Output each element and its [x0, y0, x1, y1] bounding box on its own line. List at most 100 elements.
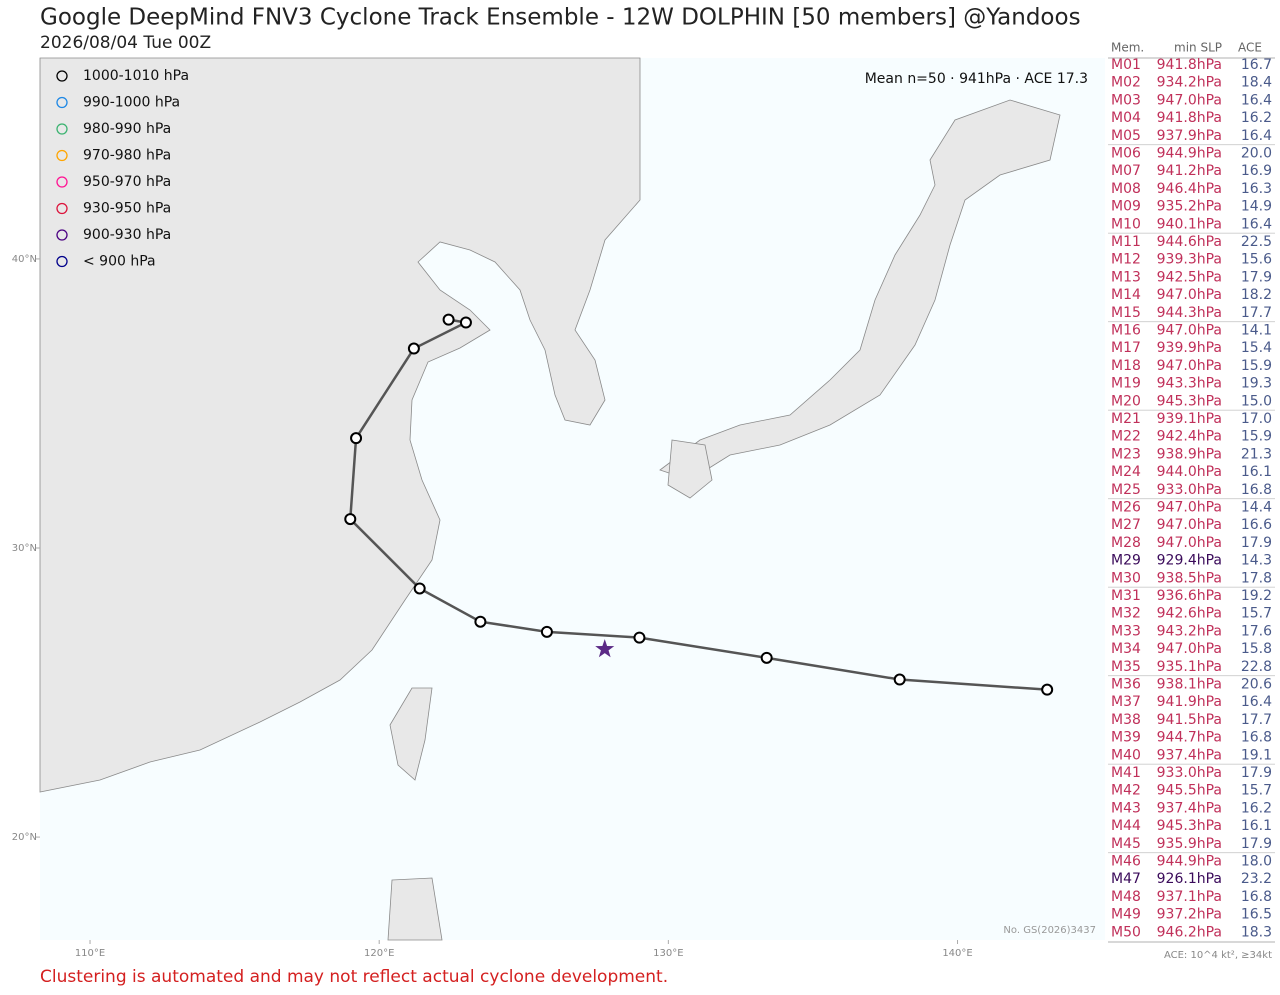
- legend-label: < 900 hPa: [83, 254, 156, 270]
- member-name: M11: [1111, 234, 1141, 250]
- map-note: No. GS(2026)3437: [1003, 925, 1096, 936]
- legend-label: 970-980 hPa: [83, 148, 171, 164]
- member-ace: 14.1: [1241, 323, 1272, 339]
- member-min-slp: 944.3hPa: [1157, 305, 1222, 321]
- member-ace: 16.5: [1241, 907, 1272, 923]
- member-ace: 16.8: [1241, 889, 1272, 905]
- member-ace: 17.9: [1241, 836, 1272, 852]
- member-min-slp: 937.4hPa: [1157, 800, 1222, 816]
- member-ace: 17.0: [1241, 411, 1272, 427]
- member-ace: 20.0: [1241, 146, 1272, 162]
- mean-point: [474, 615, 487, 628]
- member-min-slp: 938.1hPa: [1157, 677, 1222, 693]
- legend-label: 1000-1010 hPa: [83, 68, 189, 84]
- member-ace: 17.9: [1241, 765, 1272, 781]
- member-ace: 16.4: [1241, 694, 1272, 710]
- table-header: min SLP: [1174, 41, 1222, 55]
- legend-marker: [56, 202, 68, 215]
- member-min-slp: 947.0hPa: [1157, 641, 1222, 657]
- mean-point: [540, 625, 553, 638]
- member-min-slp: 938.9hPa: [1157, 446, 1222, 462]
- member-ace: 14.4: [1241, 500, 1272, 516]
- member-name: M12: [1111, 252, 1141, 268]
- member-ace: 15.8: [1241, 641, 1272, 657]
- member-name: M28: [1111, 535, 1141, 551]
- member-name: M50: [1111, 924, 1141, 940]
- mean-point: [1041, 683, 1054, 696]
- member-name: M02: [1111, 75, 1141, 91]
- member-min-slp: 941.8hPa: [1157, 110, 1222, 126]
- member-min-slp: 938.5hPa: [1157, 570, 1222, 586]
- member-min-slp: 937.4hPa: [1157, 747, 1222, 763]
- member-ace: 17.9: [1241, 269, 1272, 285]
- legend-marker: [56, 149, 68, 162]
- member-ace: 18.4: [1241, 75, 1272, 91]
- member-ace: 16.4: [1241, 216, 1272, 232]
- member-ace: 19.3: [1241, 376, 1272, 392]
- member-ace: 16.2: [1241, 110, 1272, 126]
- member-ace: 17.7: [1241, 712, 1272, 728]
- member-name: M44: [1111, 818, 1141, 834]
- member-min-slp: 941.5hPa: [1157, 712, 1222, 728]
- member-name: M27: [1111, 517, 1141, 533]
- member-min-slp: 946.4hPa: [1157, 181, 1222, 197]
- member-name: M42: [1111, 783, 1141, 799]
- mean-point: [413, 582, 426, 595]
- member-min-slp: 933.0hPa: [1157, 482, 1222, 498]
- member-ace: 18.2: [1241, 287, 1272, 303]
- member-ace: 16.8: [1241, 482, 1272, 498]
- member-ace: 16.6: [1241, 517, 1272, 533]
- mean-point: [633, 631, 646, 644]
- member-ace: 16.9: [1241, 163, 1272, 179]
- member-name: M23: [1111, 446, 1141, 462]
- member-min-slp: 939.1hPa: [1157, 411, 1222, 427]
- mean-track: [348, 318, 1048, 691]
- member-ace: 21.3: [1241, 446, 1272, 462]
- member-min-slp: 943.3hPa: [1157, 376, 1222, 392]
- member-ace: 14.3: [1241, 553, 1272, 569]
- member-name: M36: [1111, 677, 1141, 693]
- mean-point: [344, 513, 357, 526]
- member-min-slp: 946.2hPa: [1157, 924, 1222, 940]
- member-ace: 17.8: [1241, 570, 1272, 586]
- member-min-slp: 944.9hPa: [1157, 146, 1222, 162]
- member-ace: 15.6: [1241, 252, 1272, 268]
- member-ace: 15.4: [1241, 340, 1272, 356]
- member-name: M22: [1111, 429, 1141, 445]
- legend-label: 950-970 hPa: [83, 174, 171, 190]
- mean-point: [442, 313, 455, 326]
- member-ace: 22.8: [1241, 659, 1272, 675]
- member-name: M32: [1111, 606, 1141, 622]
- x-tick-label: 130°E: [653, 948, 683, 959]
- member-min-slp: 943.2hPa: [1157, 623, 1222, 639]
- member-name: M47: [1111, 871, 1141, 887]
- member-name: M30: [1111, 570, 1141, 586]
- member-ace: 14.9: [1241, 199, 1272, 215]
- member-min-slp: 934.2hPa: [1157, 75, 1222, 91]
- member-min-slp: 947.0hPa: [1157, 535, 1222, 551]
- member-min-slp: 942.4hPa: [1157, 429, 1222, 445]
- member-ace: 15.9: [1241, 358, 1272, 374]
- member-min-slp: 944.7hPa: [1157, 730, 1222, 746]
- member-min-slp: 944.6hPa: [1157, 234, 1222, 250]
- member-name: M35: [1111, 659, 1141, 675]
- member-ace: 18.0: [1241, 854, 1272, 870]
- member-min-slp: 941.2hPa: [1157, 163, 1222, 179]
- member-min-slp: 937.1hPa: [1157, 889, 1222, 905]
- legend-label: 990-1000 hPa: [83, 95, 180, 111]
- member-ace: 16.1: [1241, 464, 1272, 480]
- member-ace: 17.7: [1241, 305, 1272, 321]
- x-tick-label: 110°E: [75, 948, 105, 959]
- member-min-slp: 939.9hPa: [1157, 340, 1222, 356]
- member-min-slp: 945.3hPa: [1157, 818, 1222, 834]
- member-name: M09: [1111, 199, 1141, 215]
- member-name: M46: [1111, 854, 1141, 870]
- member-name: M04: [1111, 110, 1141, 126]
- legend-marker: [56, 176, 68, 188]
- member-name: M37: [1111, 694, 1141, 710]
- member-min-slp: 944.0hPa: [1157, 464, 1222, 480]
- member-min-slp: 940.1hPa: [1157, 216, 1222, 232]
- member-name: M15: [1111, 305, 1141, 321]
- x-tick-label: 140°E: [942, 948, 972, 959]
